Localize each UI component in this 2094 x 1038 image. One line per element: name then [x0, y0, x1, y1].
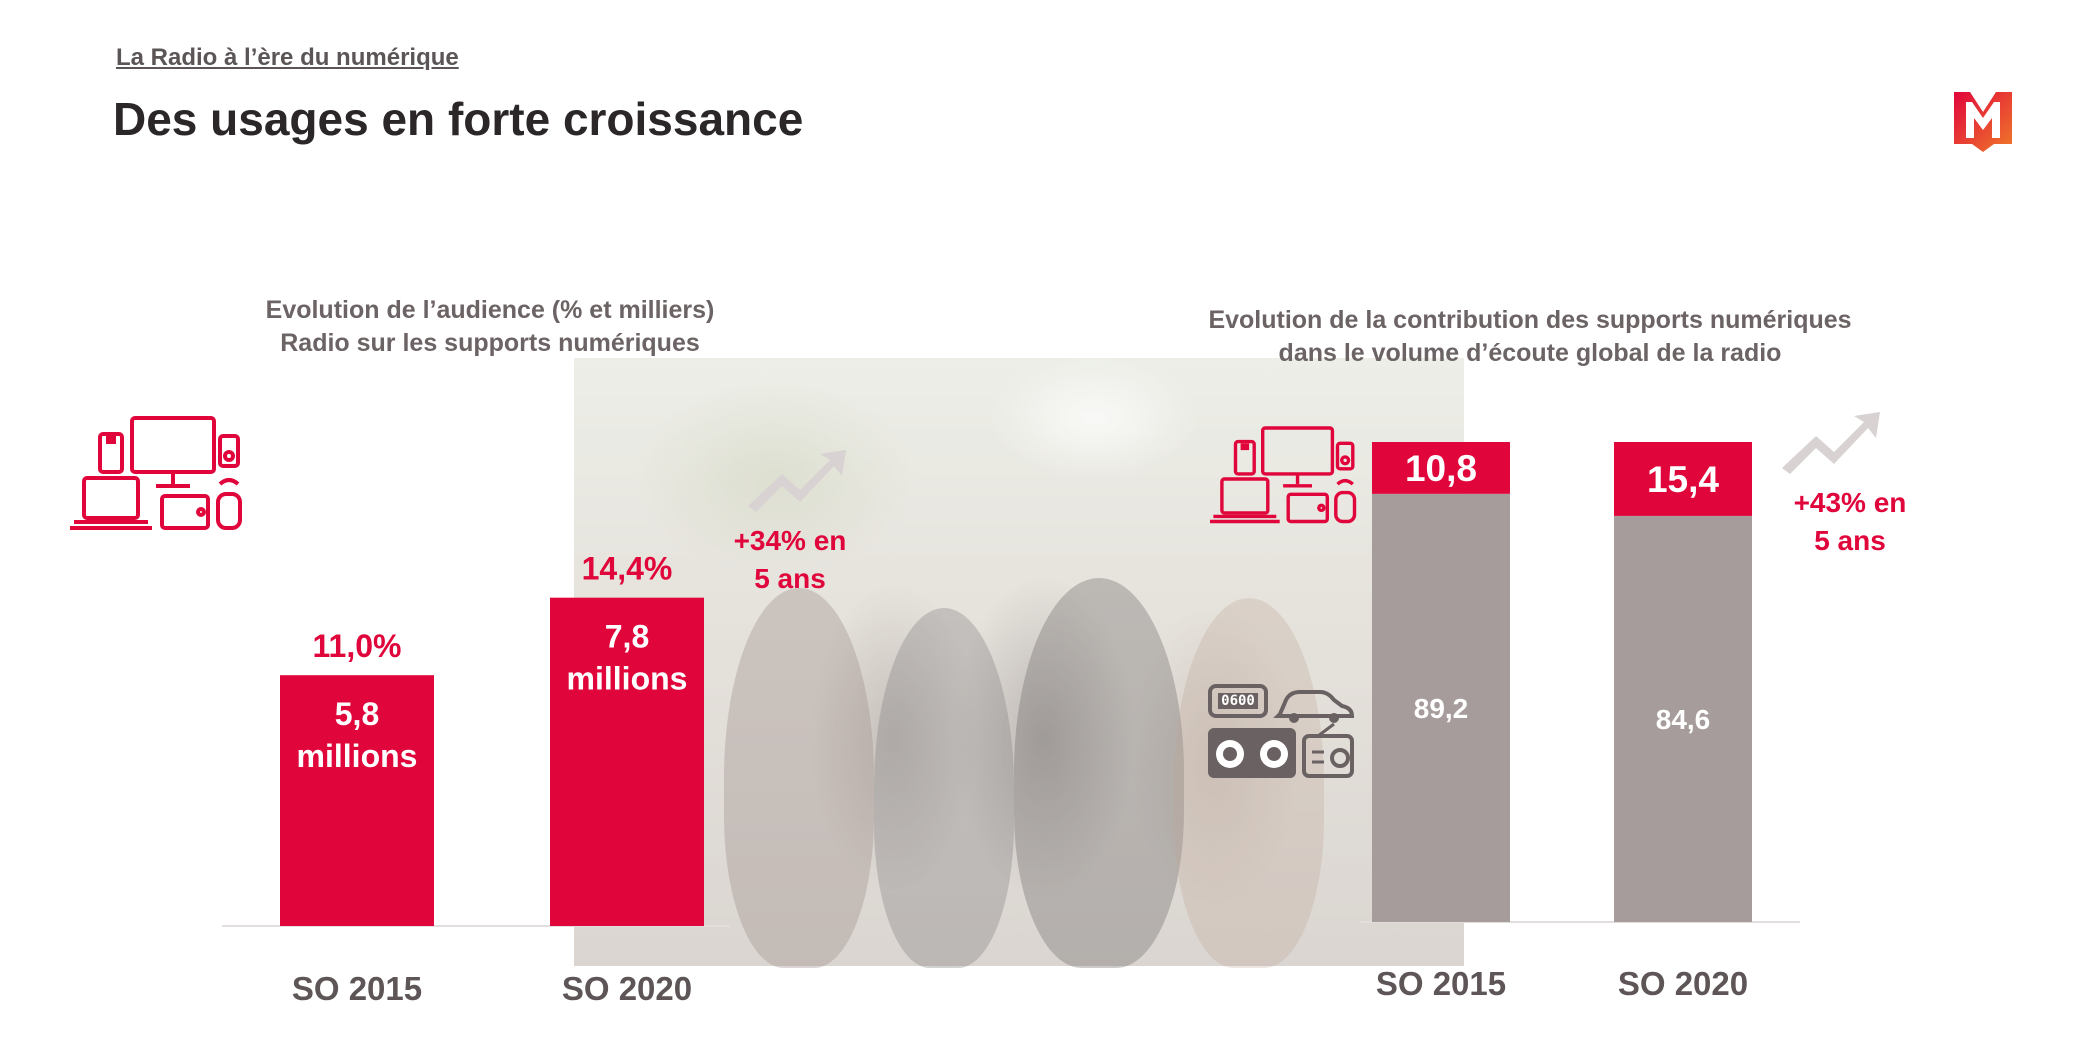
page-title: Des usages en forte croissance	[113, 93, 804, 145]
audience-chart: 11,0% 5,8 millions SO 2015 14,4% 7,8 millions S…	[280, 525, 846, 1007]
value-label-traditional-0: 89,2	[1414, 693, 1469, 724]
x-tick-contribution-1: SO 2020	[1618, 965, 1748, 1002]
chart-title-audience: Evolution de l’audience (% et milliers) …	[265, 296, 715, 357]
contribution-chart: 10,8 89,2 SO 2015 15,4 84,6 SO 2020 +43% en 5 a…	[1372, 442, 1906, 1002]
devices-icon-small	[1210, 426, 1357, 524]
inbar-label-audience-0-0: 5,8	[335, 696, 379, 732]
bar-traditional-1	[1614, 515, 1752, 922]
breadcrumb[interactable]: La Radio à l’ère du numérique	[116, 44, 459, 71]
growth-label-audience-1: 5 ans	[754, 563, 826, 594]
inbar-label-audience-1-0: 7,8	[605, 619, 649, 655]
growth-label-audience-0: +34% en	[734, 525, 847, 556]
clock-digits: 0600	[1221, 693, 1255, 709]
inbar-label-audience-1-1: millions	[567, 661, 688, 697]
devices-icon	[70, 416, 242, 530]
traditional-radio-devices-icon	[1208, 684, 1355, 778]
bar-digital-0	[1372, 442, 1510, 494]
x-tick-audience-0: SO 2015	[292, 970, 422, 1007]
value-label-digital-0: 10,8	[1405, 448, 1477, 489]
bar-audience-1	[550, 597, 704, 926]
chart-title-contribution: Evolution de la contribution des support…	[1208, 306, 1852, 367]
background-photo	[574, 358, 1464, 968]
growth-label-contribution-0: +43% en	[1794, 487, 1907, 518]
value-label-traditional-1: 84,6	[1656, 704, 1711, 735]
media-logo-icon	[1954, 92, 2012, 152]
x-tick-contribution-0: SO 2015	[1376, 965, 1506, 1002]
bar-traditional-0	[1372, 493, 1510, 922]
value-label-digital-1: 15,4	[1647, 459, 1719, 500]
bar-digital-1	[1614, 442, 1752, 516]
growth-arrow-icon	[748, 450, 846, 512]
bar-audience-0	[280, 675, 434, 926]
x-tick-audience-1: SO 2020	[562, 970, 692, 1007]
growth-label-contribution-1: 5 ans	[1814, 525, 1886, 556]
growth-arrow-icon	[1782, 412, 1880, 474]
value-label-audience-1: 14,4%	[582, 551, 673, 587]
value-label-audience-0: 11,0%	[313, 628, 402, 664]
inbar-label-audience-0-1: millions	[297, 738, 418, 774]
